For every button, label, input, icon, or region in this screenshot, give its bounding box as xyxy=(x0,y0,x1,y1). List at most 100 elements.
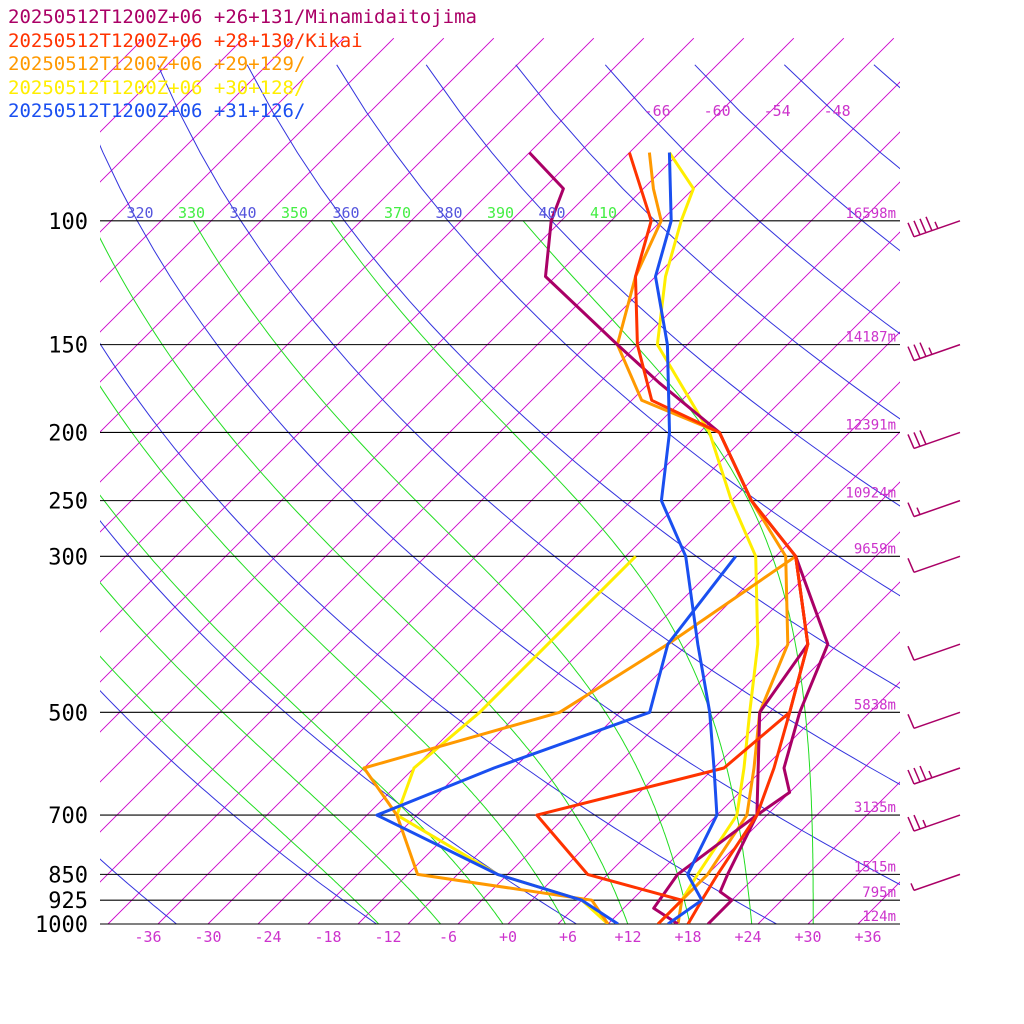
pressure-label: 200 xyxy=(48,421,88,446)
isotherm-line xyxy=(257,281,900,924)
isotherm-line xyxy=(857,881,900,924)
temperature-line-0 xyxy=(528,151,830,924)
height-label: 14187m xyxy=(845,330,896,346)
temperature-tick: -18 xyxy=(314,928,341,946)
isotherm-line xyxy=(0,38,44,924)
legend-entry-minamidaitojima: 20250512T1200Z+06 +26+131/Minamidaitojim… xyxy=(8,6,477,28)
theta-label: 330 xyxy=(178,204,205,222)
isotherm-line xyxy=(100,37,145,83)
temperature-tick: -30 xyxy=(194,928,221,946)
upper-temperature-label: -66 xyxy=(644,102,671,120)
theta-label: 390 xyxy=(487,204,514,222)
dry-adiabat xyxy=(157,64,900,786)
upper-temperature-label: -54 xyxy=(764,102,791,120)
isotherm-line xyxy=(757,781,900,924)
dry-adiabat xyxy=(604,64,900,335)
wind-barb xyxy=(907,499,961,518)
temperature-line-4 xyxy=(654,152,719,924)
pressure-label: 850 xyxy=(48,863,88,888)
temperature-line-3 xyxy=(655,151,760,924)
temperature-tick: -6 xyxy=(439,928,457,946)
chart-grid xyxy=(0,37,1024,924)
wind-barb xyxy=(907,711,961,730)
isotherm-line xyxy=(100,37,745,683)
theta-label: 380 xyxy=(435,204,462,222)
legend-entry-31-126: 20250512T1200Z+06 +31+126/ xyxy=(8,100,306,122)
height-label: 1515m xyxy=(854,859,896,875)
moist-adiabat xyxy=(100,655,380,924)
legend-entry-kikai: 20250512T1200Z+06 +28+130/Kikai xyxy=(8,29,363,52)
isotherm-line xyxy=(908,38,1024,924)
dry-adiabat xyxy=(336,64,900,597)
isotherm-line xyxy=(307,331,900,924)
isotherm-line xyxy=(707,731,900,924)
pressure-label: 100 xyxy=(48,210,88,235)
theta-label: 320 xyxy=(126,204,153,222)
isotherm-line xyxy=(557,581,900,924)
isotherm-line xyxy=(100,37,845,783)
theta-label: 410 xyxy=(590,204,617,222)
moist-adiabat xyxy=(100,581,442,924)
theta-label: 370 xyxy=(384,204,411,222)
dry-adiabat xyxy=(100,858,178,924)
temperature-tick: -24 xyxy=(254,928,281,946)
pressure-label: 500 xyxy=(48,701,88,726)
isotherm-line xyxy=(107,131,900,924)
isotherm-line xyxy=(100,37,195,133)
isotherm-line xyxy=(100,37,445,383)
wind-barbs xyxy=(907,216,961,892)
temperature-tick: +0 xyxy=(499,928,517,946)
temperature-tick: +18 xyxy=(674,928,701,946)
wind-barb xyxy=(907,814,961,832)
pressure-label: 300 xyxy=(48,545,88,570)
height-label: 3135m xyxy=(854,800,896,816)
temperature-tick: +6 xyxy=(559,928,577,946)
legend-entry-29-129: 20250512T1200Z+06 +29+129/ xyxy=(8,53,306,75)
height-label: 9659m xyxy=(854,541,896,557)
sounding-series xyxy=(362,151,830,924)
dewpoint-line-3 xyxy=(395,555,637,924)
isotherm-line xyxy=(100,37,645,583)
wind-barb xyxy=(907,216,961,238)
dry-adiabat xyxy=(100,689,378,924)
moist-adiabat xyxy=(330,220,753,924)
pressure-label: 250 xyxy=(48,490,88,515)
isotherm-line xyxy=(100,37,795,733)
isotherm-line xyxy=(100,37,695,633)
wind-barb xyxy=(907,342,961,362)
isobars xyxy=(100,220,900,925)
isotherm-line xyxy=(100,81,900,883)
upper-temperature-label: -48 xyxy=(824,102,851,120)
isotherm-line xyxy=(100,37,495,433)
theta-label: 360 xyxy=(332,204,359,222)
dewpoint-line-4 xyxy=(375,555,737,924)
upper-temperature-label: -60 xyxy=(704,102,731,120)
isotherm-line xyxy=(100,37,595,533)
isotherm-line xyxy=(457,481,900,924)
pressure-label: 150 xyxy=(48,334,88,359)
dry-adiabat xyxy=(100,144,900,886)
height-label: 12391m xyxy=(845,417,896,433)
height-label: 10924m xyxy=(845,486,896,502)
moist-adiabat xyxy=(100,494,504,924)
isotherm-line xyxy=(100,37,345,283)
wind-barb xyxy=(907,643,961,661)
temperature-tick: +12 xyxy=(614,928,641,946)
temperature-tick: +24 xyxy=(734,928,761,946)
legend-entry-30-128: 20250512T1200Z+06 +30+128/ xyxy=(8,76,306,99)
moist-adiabat xyxy=(100,385,566,924)
wind-barb xyxy=(907,430,961,450)
temperature-tick: +30 xyxy=(794,928,821,946)
isotherm-line xyxy=(407,431,900,924)
moist-adiabat xyxy=(522,220,814,924)
dry-adiabat xyxy=(246,64,900,689)
wind-barb xyxy=(910,873,961,892)
temperature-tick: -36 xyxy=(134,928,161,946)
isotherm-line xyxy=(100,37,395,333)
dry-adiabat xyxy=(873,64,900,89)
chart-legend: 20250512T1200Z+06 +26+131/Minamidaitojim… xyxy=(8,6,477,124)
temperature-line-1 xyxy=(627,152,810,924)
dry-adiabat xyxy=(425,64,900,507)
moist-adiabat xyxy=(192,220,691,924)
